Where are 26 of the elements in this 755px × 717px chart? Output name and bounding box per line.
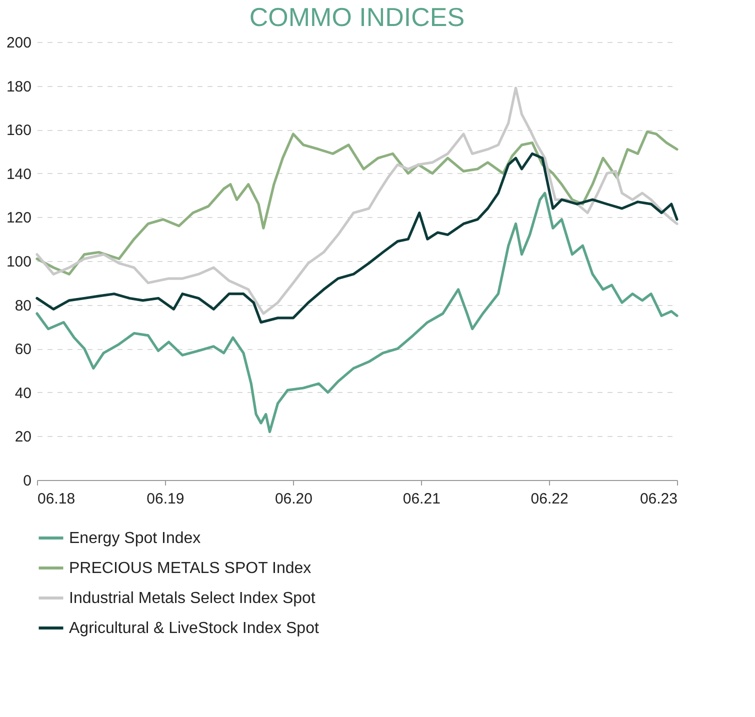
line-series <box>36 152 678 324</box>
legend-label: PRECIOUS METALS SPOT Index <box>69 560 312 577</box>
y-tick-label: 100 <box>6 254 32 270</box>
y-tick-label: 80 <box>14 297 32 314</box>
x-tick-label: 06.20 <box>274 490 312 508</box>
y-tick-label: 200 <box>6 34 32 52</box>
y-tick-label: 140 <box>6 166 32 183</box>
y-tick-label: 40 <box>14 384 32 402</box>
legend-label: Energy Spot Index <box>69 530 201 547</box>
x-tick-label: 06.19 <box>146 490 184 508</box>
line-series <box>36 192 678 434</box>
chart-title: COMMO INDICES <box>249 2 465 32</box>
y-tick-label: 60 <box>14 341 32 358</box>
line-series <box>36 86 678 315</box>
x-tick-label: 06.22 <box>530 490 568 508</box>
legend-label: Agricultural & LiveStock Index Spot <box>69 620 320 637</box>
x-tick-label: 06.23 <box>640 490 678 508</box>
legend-label: Industrial Metals Select Index Spot <box>69 590 316 607</box>
y-tick-label: 20 <box>14 428 32 446</box>
y-tick-label: 180 <box>6 78 32 96</box>
x-tick-label: 06.21 <box>402 490 440 508</box>
x-tick-label: 06.18 <box>38 490 76 508</box>
y-tick-label: 160 <box>6 122 32 140</box>
y-tick-label: 120 <box>6 210 32 227</box>
line-series <box>36 130 678 276</box>
y-tick-label: 0 <box>23 472 32 490</box>
